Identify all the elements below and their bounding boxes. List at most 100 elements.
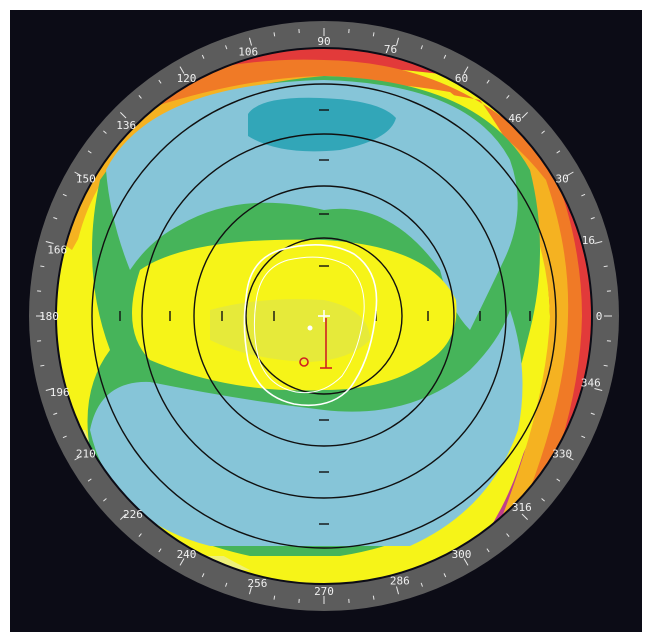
degree-label-30: 30 — [556, 173, 569, 186]
degree-label-46: 46 — [508, 112, 521, 125]
degree-tick — [594, 240, 603, 245]
degree-label-90: 90 — [317, 35, 330, 48]
degree-tick — [372, 32, 375, 37]
topography-frame: 0 16 30 46 60 76 90 106 120 136 150 166 180 196 210 226… — [10, 10, 642, 632]
pupil-contour — [243, 244, 378, 407]
degree-tick — [603, 265, 608, 268]
degree-tick — [581, 193, 586, 197]
degree-tick — [521, 513, 529, 521]
degree-label-60: 60 — [455, 72, 468, 85]
degree-label-270: 270 — [314, 585, 334, 598]
degree-label-180: 180 — [39, 310, 59, 323]
degree-label-120: 120 — [177, 72, 197, 85]
degree-tick — [372, 595, 375, 600]
degree-tick — [463, 66, 469, 74]
degree-label-300: 300 — [452, 548, 472, 561]
degree-label-240: 240 — [177, 548, 197, 561]
ring-3 — [141, 133, 507, 499]
degree-tick — [395, 586, 400, 595]
degree-tick — [179, 66, 185, 74]
corneal-topography-map: 0 16 30 46 60 76 90 106 120 136 150 166 180 196 210 226… — [29, 21, 619, 611]
degree-label-316: 316 — [512, 501, 532, 514]
degree-tick — [53, 412, 58, 415]
zone-central-pale — [210, 299, 370, 362]
ring-2 — [193, 185, 455, 447]
degree-label-136: 136 — [116, 119, 136, 132]
degree-tick — [581, 435, 586, 439]
degree-tick — [40, 364, 45, 367]
pupil-contour-inner — [253, 256, 365, 394]
degree-tick — [590, 412, 595, 415]
degree-tick — [603, 364, 608, 367]
degree-label-196: 196 — [50, 386, 70, 399]
degree-tick — [103, 130, 107, 134]
degree-tick — [486, 79, 490, 84]
degree-tick — [53, 217, 58, 220]
degree-tick — [62, 435, 67, 439]
degree-tick — [395, 37, 400, 46]
degree-tick — [443, 573, 447, 578]
degree-tick — [45, 387, 54, 392]
degree-tick — [506, 533, 510, 537]
degree-tick — [119, 111, 127, 119]
degree-tick — [45, 240, 54, 245]
degree-tick — [225, 582, 228, 587]
degree-labels: 0 16 30 46 60 76 90 106 120 136 150 166 180 196 210 226… — [39, 35, 602, 598]
degree-tick — [556, 478, 561, 482]
degree-label-210: 210 — [76, 448, 96, 461]
degree-tick — [225, 45, 228, 50]
degree-tick — [541, 130, 545, 134]
degree-tick — [566, 171, 574, 177]
degree-ticks — [36, 28, 612, 604]
degree-label-0: 0 — [596, 310, 603, 323]
degree-tick — [40, 265, 45, 268]
degree-tick — [158, 79, 162, 84]
degree-tick — [62, 193, 67, 197]
degree-tick — [248, 586, 253, 595]
degree-tick — [556, 150, 561, 154]
corneal-vertex-icon — [299, 318, 332, 369]
degree-label-150: 150 — [76, 173, 96, 186]
zone-blue-upper — [106, 80, 518, 330]
degree-tick — [443, 54, 447, 59]
degree-tick — [463, 558, 469, 566]
degree-label-226: 226 — [123, 508, 143, 521]
concentric-rings — [91, 83, 557, 549]
degree-label-286: 286 — [390, 574, 410, 587]
degree-label-166: 166 — [47, 243, 67, 256]
degree-tick — [541, 498, 545, 502]
zone-blue-lower — [90, 310, 523, 546]
degree-tick — [566, 455, 574, 461]
degree-tick — [420, 45, 423, 50]
degree-label-346: 346 — [581, 377, 601, 390]
degree-label-256: 256 — [248, 577, 268, 590]
pupil-center-icon — [307, 325, 313, 331]
degree-tick — [201, 54, 205, 59]
crosshair-icon — [318, 310, 330, 322]
degree-tick — [521, 111, 529, 119]
degree-tick — [248, 37, 253, 46]
degree-tick — [590, 217, 595, 220]
degree-tick — [87, 150, 92, 154]
degree-tick — [420, 582, 423, 587]
degree-tick — [179, 558, 185, 566]
degree-tick — [486, 548, 490, 553]
degree-tick — [138, 533, 142, 537]
ring-1 — [245, 237, 403, 395]
degree-tick — [506, 95, 510, 99]
degree-label-16: 16 — [582, 234, 595, 247]
degree-tick — [273, 32, 276, 37]
ring-4 — [91, 83, 557, 549]
degree-tick — [87, 478, 92, 482]
degree-tick — [158, 548, 162, 553]
degree-tick — [201, 573, 205, 578]
degree-tick — [74, 455, 82, 461]
degree-label-106: 106 — [238, 46, 258, 59]
degree-tick — [119, 513, 127, 521]
degree-label-330: 330 — [552, 448, 572, 461]
degree-tick — [273, 595, 276, 600]
degree-tick — [103, 498, 107, 502]
degree-tick — [74, 171, 82, 177]
degree-label-76: 76 — [384, 43, 397, 56]
degree-tick — [594, 387, 603, 392]
